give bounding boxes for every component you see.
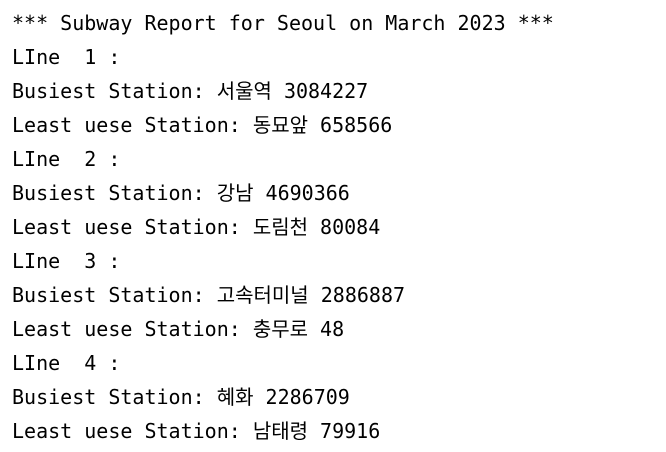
line-2-busiest-station: Busiest Station: 강남 4690366 <box>12 181 350 205</box>
line-1-heading: LIne 1 : <box>12 45 121 69</box>
line-4-heading: LIne 4 : <box>12 351 121 375</box>
line-2-least-used-station: Least uese Station: 도림천 80084 <box>12 215 381 239</box>
line-4-busiest-station: Busiest Station: 혜화 2286709 <box>12 385 350 409</box>
report-header: *** Subway Report for Seoul on March 202… <box>12 11 554 35</box>
line-1-least-used-station: Least uese Station: 동묘앞 658566 <box>12 113 393 137</box>
line-3-least-used-station: Least uese Station: 충무로 48 <box>12 317 345 341</box>
line-2-heading: LIne 2 : <box>12 147 121 171</box>
line-4-least-used-station: Least uese Station: 남태령 79916 <box>12 419 381 443</box>
line-3-heading: LIne 3 : <box>12 249 121 273</box>
line-1-busiest-station: Busiest Station: 서울역 3084227 <box>12 79 369 103</box>
line-3-busiest-station: Busiest Station: 고속터미널 2886887 <box>12 283 406 307</box>
